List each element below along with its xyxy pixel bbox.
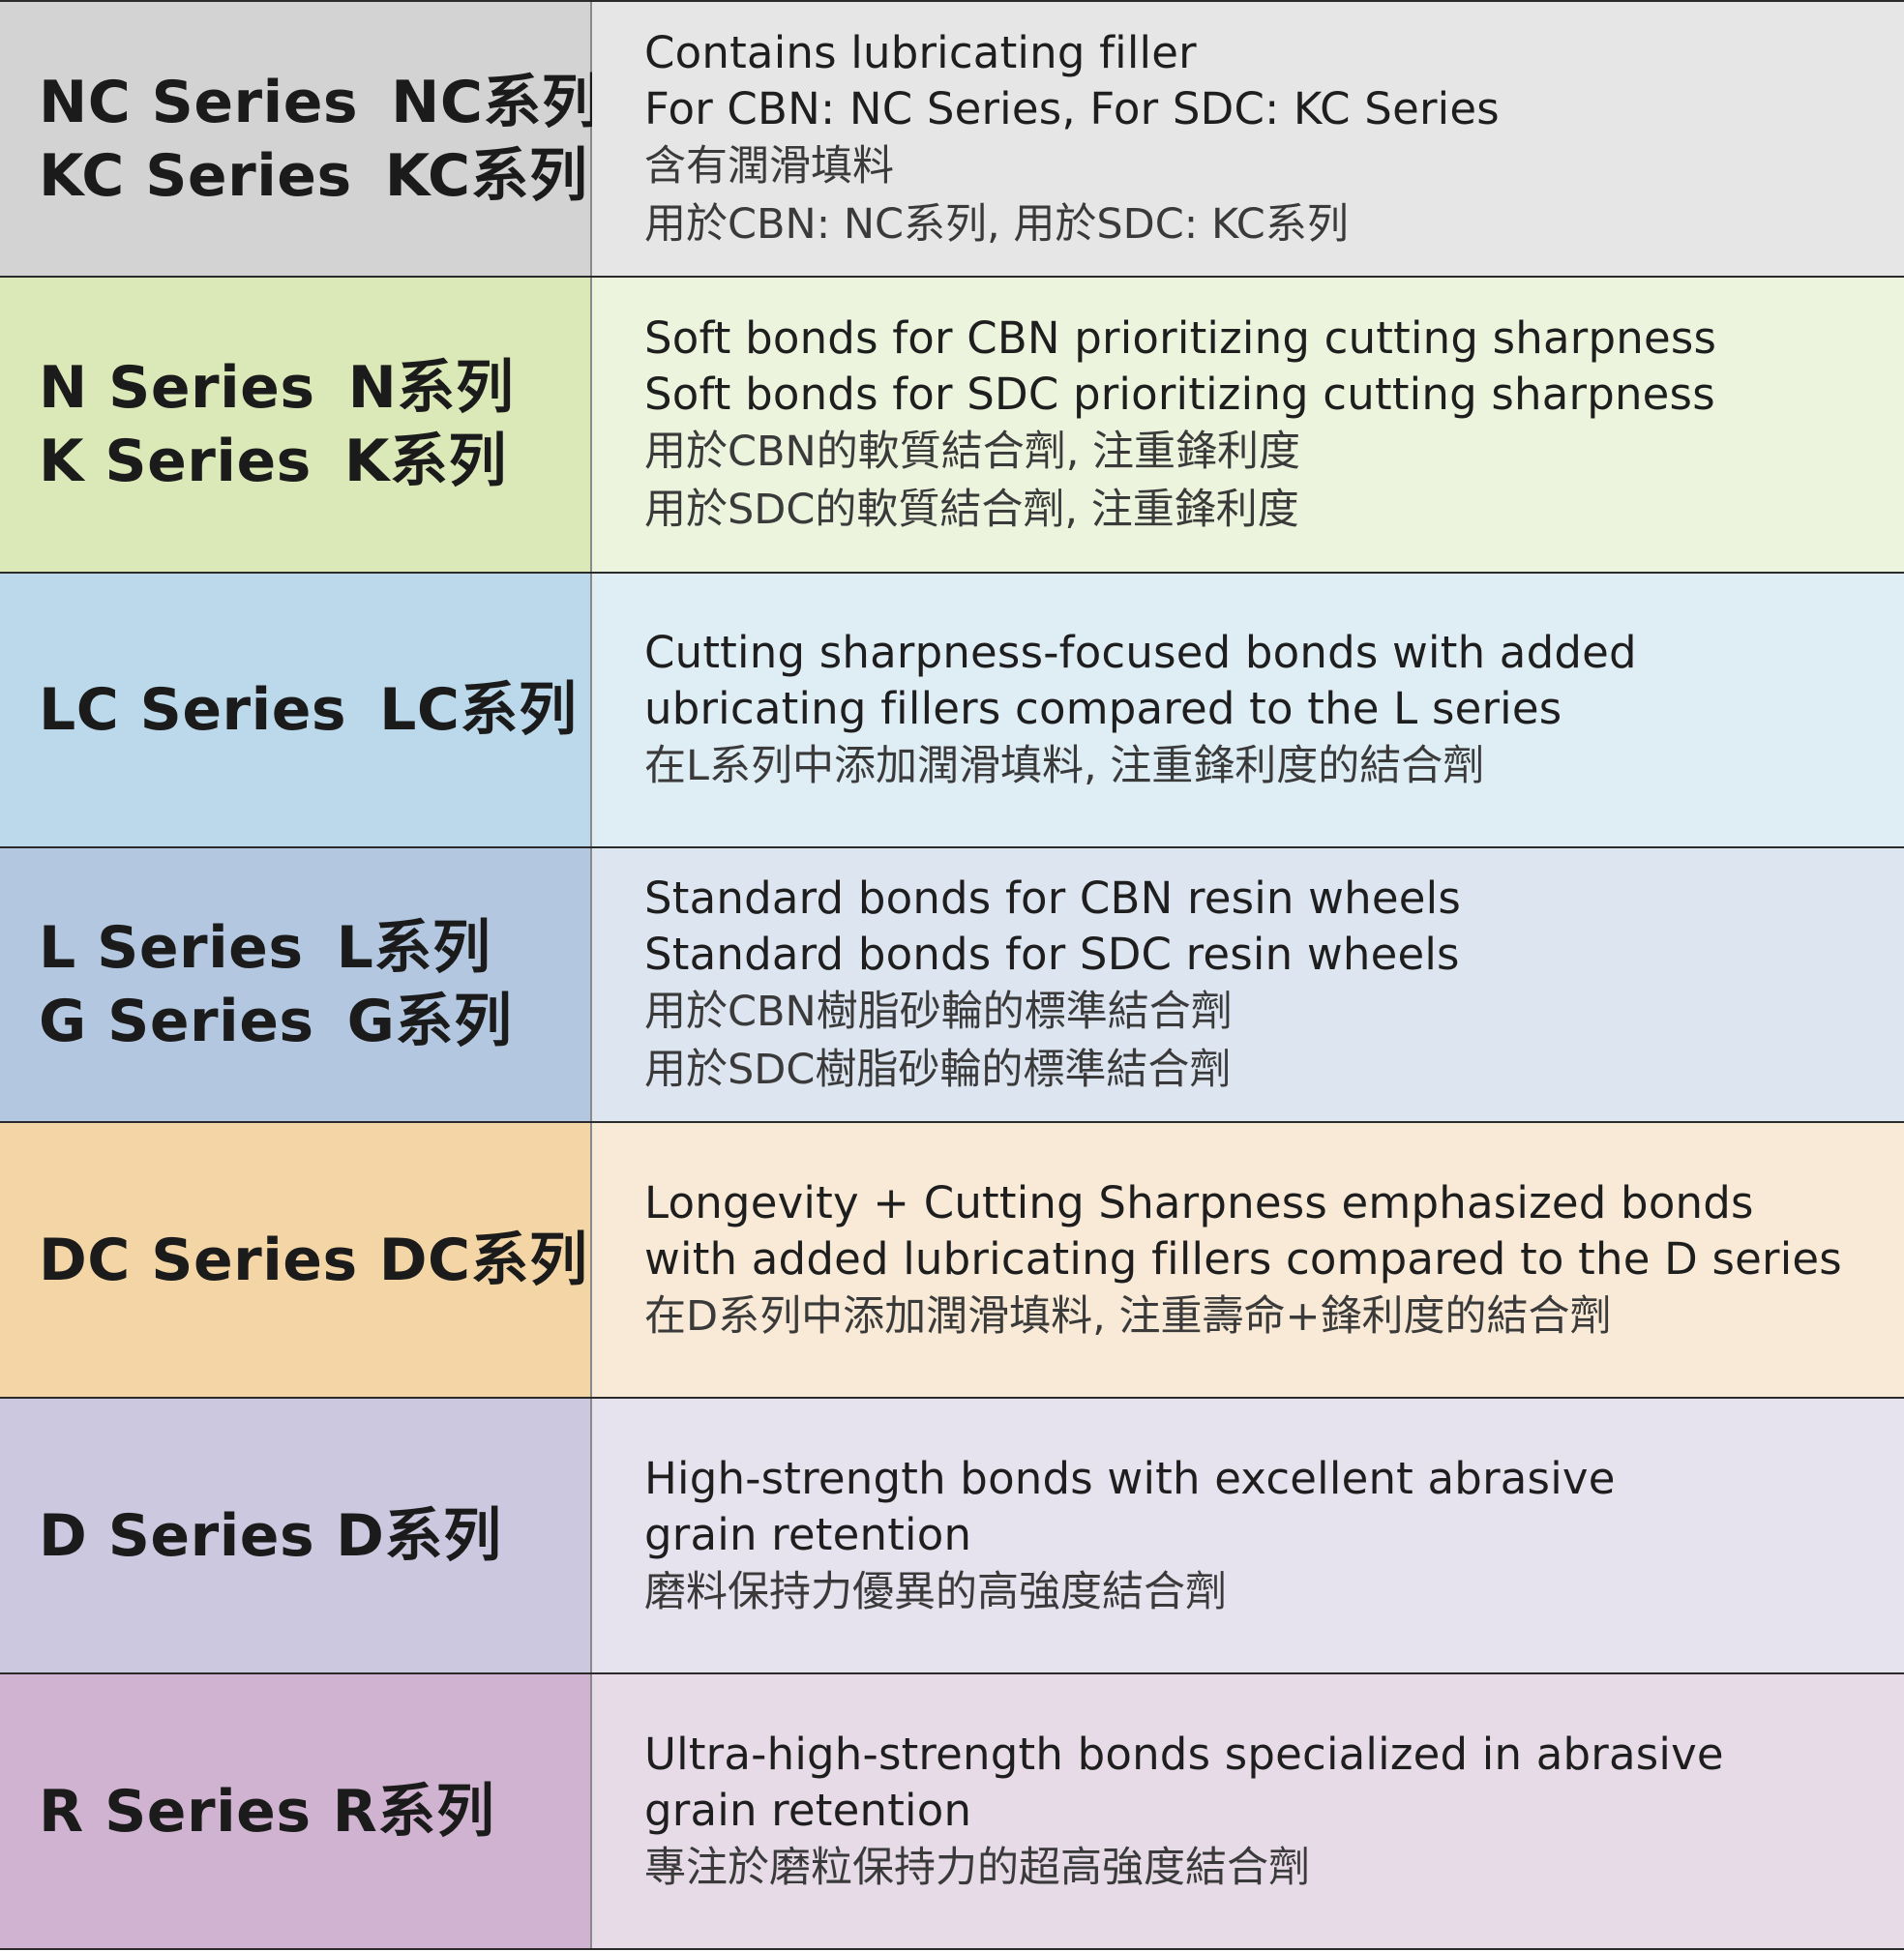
description-cell: High-strength bonds with excellent abras… bbox=[592, 1399, 1904, 1672]
description-cell: Contains lubricating filler For CBN: NC … bbox=[592, 2, 1904, 276]
table-row: LC Series LC系列 Cutting sharpness-focused … bbox=[0, 574, 1904, 848]
series-name-en: R Series bbox=[39, 1777, 312, 1846]
description-en-line: Longevity + Cutting Sharpness emphasized… bbox=[644, 1176, 1754, 1228]
description-zh-line: 在L系列中添加潤滑填料, 注重鋒利度的結合劑 bbox=[644, 742, 1485, 790]
series-name-en: D Series bbox=[39, 1501, 315, 1570]
description-zh-line: 用於CBN的軟質結合劑, 注重鋒利度 bbox=[644, 428, 1301, 476]
description-en-line: grain retention bbox=[644, 1508, 972, 1560]
series-name-en: NC Series bbox=[39, 68, 359, 136]
series-name: N Series N系列 bbox=[39, 351, 590, 425]
table-row: N Series N系列 K Series K系列 Soft bonds for C… bbox=[0, 278, 1904, 574]
series-name-zh: NC系列 bbox=[391, 68, 601, 136]
series-name-zh: DC系列 bbox=[378, 1226, 588, 1294]
series-name: G Series G系列 bbox=[39, 985, 590, 1058]
description-cell: Longevity + Cutting Sharpness emphasized… bbox=[592, 1123, 1904, 1397]
series-name-cell: DC Series DC系列 bbox=[0, 1123, 592, 1397]
series-name-zh: N系列 bbox=[347, 354, 515, 422]
description-zh-line: 用於CBN: NC系列, 用於SDC: KC系列 bbox=[644, 199, 1349, 249]
series-name-en: G Series bbox=[39, 988, 314, 1055]
series-name-zh: L系列 bbox=[336, 914, 491, 982]
description-en-line: with added lubricating fillers compared … bbox=[644, 1232, 1842, 1285]
table-row: L Series L系列 G Series G系列 Standard bonds f… bbox=[0, 848, 1904, 1123]
description-cell: Standard bonds for CBN resin wheels Stan… bbox=[592, 848, 1904, 1121]
series-name: L Series L系列 bbox=[39, 911, 590, 985]
description-zh-line: 用於SDC樹脂砂輪的標準結合劑 bbox=[644, 1046, 1232, 1094]
series-name-cell: LC Series LC系列 bbox=[0, 574, 592, 846]
series-name-en: N Series bbox=[39, 354, 315, 422]
series-name-zh: R系列 bbox=[332, 1777, 495, 1846]
series-name-en: DC Series bbox=[39, 1226, 358, 1294]
description-cell: Soft bonds for CBN prioritizing cutting … bbox=[592, 278, 1904, 572]
series-name-zh: K系列 bbox=[343, 428, 507, 495]
description-zh-line: 含有潤滑填料 bbox=[644, 141, 894, 191]
series-name: DC Series DC系列 bbox=[39, 1224, 590, 1297]
description-en-line: grain retention bbox=[644, 1784, 972, 1836]
description-en-line: Soft bonds for CBN prioritizing cutting … bbox=[644, 312, 1717, 364]
series-name: D Series D系列 bbox=[39, 1499, 590, 1573]
series-name: KC Series KC系列 bbox=[39, 139, 590, 213]
series-name-zh: G系列 bbox=[346, 988, 513, 1055]
description-zh-line: 在D系列中添加潤滑填料, 注重壽命+鋒利度的結合劑 bbox=[644, 1291, 1612, 1341]
description-cell: Ultra-high-strength bonds specialized in… bbox=[592, 1674, 1904, 1948]
description-zh-line: 磨料保持力優異的高強度結合劑 bbox=[644, 1567, 1227, 1616]
description-en-line: High-strength bonds with excellent abras… bbox=[644, 1452, 1616, 1504]
description-en-line: Soft bonds for SDC prioritizing cutting … bbox=[644, 369, 1715, 420]
series-name-cell: N Series N系列 K Series K系列 bbox=[0, 278, 592, 572]
series-name: K Series K系列 bbox=[39, 425, 590, 498]
description-en-line: Contains lubricating filler bbox=[644, 26, 1197, 78]
series-name-cell: NC Series NC系列 KC Series KC系列 bbox=[0, 2, 600, 276]
series-name: R Series R系列 bbox=[39, 1775, 590, 1848]
series-name: LC Series LC系列 bbox=[39, 673, 590, 747]
description-en-line: Ultra-high-strength bonds specialized in… bbox=[644, 1728, 1724, 1780]
table-row: D Series D系列 High-strength bonds with exc… bbox=[0, 1399, 1904, 1674]
description-cell: Cutting sharpness-focused bonds with add… bbox=[592, 574, 1904, 846]
series-name-cell: D Series D系列 bbox=[0, 1399, 592, 1672]
table-row: NC Series NC系列 KC Series KC系列 Contains lub… bbox=[0, 2, 1904, 278]
table-row: R Series R系列 Ultra-high-strength bonds sp… bbox=[0, 1674, 1904, 1950]
series-name-zh: LC系列 bbox=[379, 676, 578, 744]
series-name: NC Series NC系列 bbox=[39, 66, 600, 139]
series-name-cell: R Series R系列 bbox=[0, 1674, 592, 1948]
series-name-cell: L Series L系列 G Series G系列 bbox=[0, 848, 592, 1121]
description-en-line: Standard bonds for CBN resin wheels bbox=[644, 872, 1462, 924]
description-en-line: ubricating fillers compared to the L ser… bbox=[644, 683, 1562, 734]
series-name-en: KC Series bbox=[39, 141, 352, 210]
series-name-zh: KC系列 bbox=[384, 141, 588, 210]
description-zh-line: 用於CBN樹脂砂輪的標準結合劑 bbox=[644, 988, 1233, 1036]
description-en-line: Cutting sharpness-focused bonds with add… bbox=[644, 627, 1637, 678]
series-name-en: K Series bbox=[39, 428, 312, 495]
description-zh-line: 專注於磨粒保持力的超高強度結合劑 bbox=[644, 1843, 1310, 1892]
series-name-en: L Series bbox=[39, 914, 304, 982]
description-en-line: Standard bonds for SDC resin wheels bbox=[644, 929, 1460, 980]
series-name-zh: D系列 bbox=[336, 1501, 502, 1570]
description-en-line: For CBN: NC Series, For SDC: KC Series bbox=[644, 82, 1500, 134]
description-zh-line: 用於SDC的軟質結合劑, 注重鋒利度 bbox=[644, 486, 1299, 534]
series-name-en: LC Series bbox=[39, 676, 347, 744]
table-row: DC Series DC系列 Longevity + Cutting Sharpn… bbox=[0, 1123, 1904, 1399]
